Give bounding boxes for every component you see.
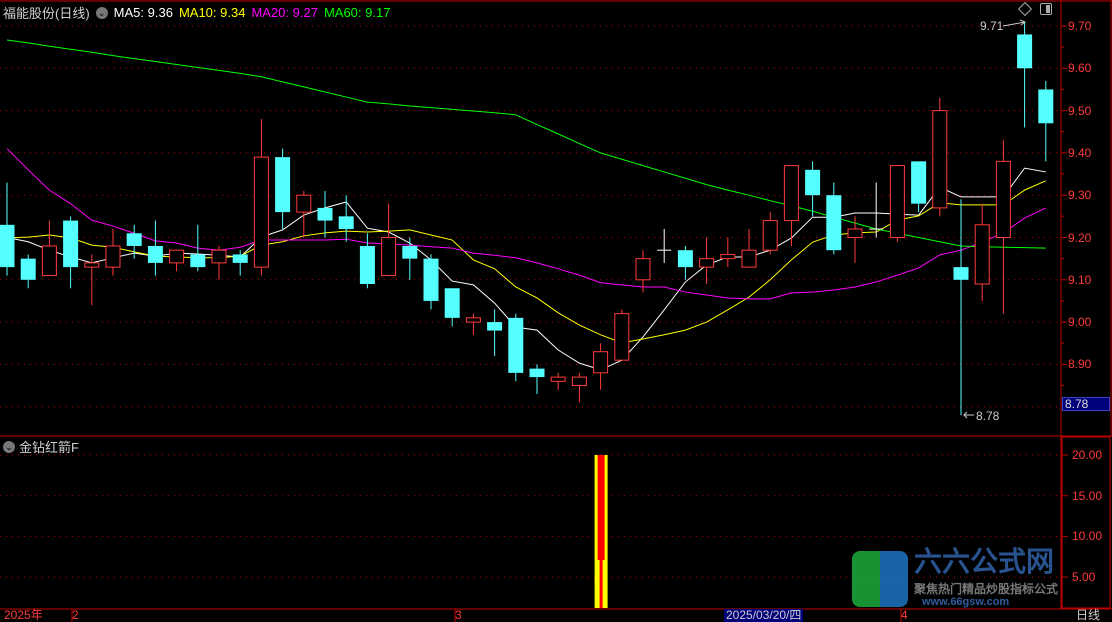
candle-body-up — [974, 224, 990, 285]
candle-body-down — [487, 322, 503, 331]
candle-body-down — [805, 169, 821, 196]
candle-body-up — [783, 165, 799, 222]
candle-body-down — [529, 368, 545, 378]
candle-body-down — [338, 216, 354, 230]
candle-body-down — [232, 254, 248, 263]
ma5-label: MA5: 9.36 — [113, 5, 173, 20]
price-tick-label: 9.30 — [1068, 188, 1092, 203]
candle-body-up — [296, 194, 312, 213]
indicator-axis-box — [1061, 436, 1111, 609]
chevron-down-icon[interactable]: ⌄ — [95, 6, 108, 19]
time-label-year: 2025年 — [4, 608, 43, 622]
last-price-box: 8.78 — [1062, 397, 1110, 411]
price-tick-label: 8.90 — [1068, 357, 1092, 372]
candle-body-down — [1017, 34, 1033, 69]
indicator-tick-label: 20.00 — [1072, 448, 1103, 462]
candle-body-down — [444, 288, 460, 318]
indicator-bar-inner-lower — [599, 560, 603, 608]
candle-body-down — [317, 207, 333, 221]
selected-date: 2025/03/20/四 — [724, 608, 804, 622]
candle-body-down — [508, 317, 524, 373]
watermark-logo — [852, 551, 908, 607]
price-tick-label: 9.60 — [1068, 61, 1092, 76]
time-label-feb: 2 — [72, 608, 79, 622]
candle-body-up — [847, 228, 863, 238]
candle-body-up — [381, 237, 397, 277]
candle-body-up — [614, 313, 630, 361]
ma60-label: MA60: 9.17 — [323, 5, 391, 20]
candle-body-down — [63, 220, 79, 268]
candle-body-up — [720, 253, 736, 260]
stock-title: 福能股份(日线) — [3, 6, 90, 21]
candle-body-up — [253, 156, 269, 268]
period-label[interactable]: 日线 — [1076, 608, 1101, 622]
candle-body-down — [953, 267, 969, 280]
price-tick-label: 9.70 — [1068, 19, 1092, 33]
price-tick-label: 9.20 — [1068, 230, 1092, 245]
candle-body-down — [826, 195, 842, 251]
ma-line-ma60 — [6, 39, 1046, 249]
candle-body-up — [41, 245, 57, 277]
ma20-label: MA20: 9.27 — [251, 5, 318, 20]
indicator-bar-inner — [597, 455, 605, 560]
watermark-brand: 六六公式网 — [914, 546, 1055, 577]
candle-body-down — [677, 250, 693, 268]
candle-body-up — [699, 258, 715, 268]
time-label-mar: 3 — [455, 608, 462, 622]
candle-body-up — [550, 376, 566, 382]
time-label-apr: 4 — [901, 608, 908, 622]
candle-body-down — [911, 161, 927, 204]
candle-body-up — [741, 249, 757, 268]
candle-body-up — [211, 249, 227, 264]
watermark-url: www.66gsw.com — [922, 596, 1010, 608]
candle-body-down — [126, 233, 142, 246]
top-right-icons — [1017, 1, 1052, 17]
low-marker: 8.78 — [976, 409, 1000, 423]
candle-body-down — [402, 245, 418, 259]
candle-body-up — [465, 317, 481, 323]
candle-body-down — [1038, 89, 1054, 124]
price-tick-label: 9.50 — [1068, 103, 1092, 118]
indicator-title: 金钻红箭F — [19, 440, 79, 455]
ma-line-ma20 — [6, 148, 1047, 300]
watermark-slogan: 聚焦热门精品炒股指标公式 — [914, 582, 1059, 596]
candle-body-up — [889, 165, 905, 238]
candle-body-down — [0, 224, 15, 268]
candle-body-up — [995, 160, 1011, 238]
candle-body-up — [571, 376, 587, 387]
candle-body-down — [20, 258, 36, 280]
candle-body-down — [190, 254, 206, 268]
indicator-tick-label: 15.00 — [1072, 488, 1103, 503]
candle-body-down — [359, 245, 375, 285]
diamond-icon[interactable] — [1017, 1, 1033, 17]
candle-body-up — [593, 351, 609, 374]
candle-body-up — [84, 262, 100, 268]
candle-body-down — [423, 258, 439, 301]
ma10-label: MA10: 9.34 — [178, 5, 246, 20]
panel-toggle-icon[interactable] — [1040, 3, 1052, 15]
chevron-down-icon[interactable]: ⌄ — [3, 440, 15, 453]
candle-body-down — [147, 245, 163, 263]
candle-body-up — [105, 245, 121, 268]
high-arrow-icon — [1002, 19, 1027, 27]
low-arrow-icon — [963, 411, 974, 419]
indicator-tick-label: 5.00 — [1072, 570, 1096, 585]
price-tick-label: 9.10 — [1068, 272, 1092, 287]
high-marker: 9.71 — [980, 19, 1004, 33]
candle-body-up — [932, 110, 948, 209]
candle-body-up — [635, 258, 651, 281]
candle-body-down — [275, 157, 291, 213]
chart-header: 福能股份(日线) ⌄ MA5: 9.36 MA10: 9.34 MA20: 9.… — [3, 3, 390, 22]
indicator-header: ⌄ 金钻红箭F — [3, 437, 79, 456]
candle-body-up — [169, 249, 185, 264]
price-tick-label: 9.00 — [1068, 315, 1092, 330]
price-tick-label: 9.40 — [1068, 145, 1092, 160]
indicator-tick-label: 10.00 — [1072, 529, 1103, 544]
candle-body-up — [762, 220, 778, 251]
